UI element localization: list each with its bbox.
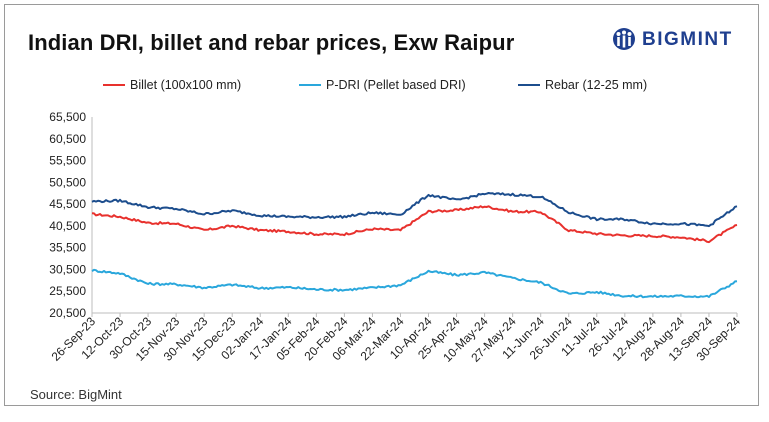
chart-title: Indian DRI, billet and rebar prices, Exw… xyxy=(28,30,515,55)
source-note: Source: BigMint xyxy=(30,387,122,402)
legend-swatch-billet xyxy=(103,84,125,86)
y-tick-label: 35,500 xyxy=(49,241,86,255)
chart-frame xyxy=(4,4,759,406)
legend-swatch-rebar xyxy=(518,84,540,86)
series-line-2 xyxy=(91,192,738,228)
bigmint-logo-icon xyxy=(613,28,635,50)
legend-item-billet: Billet (100x100 mm) xyxy=(103,78,241,92)
legend-label-rebar: Rebar (12-25 mm) xyxy=(545,78,648,92)
legend-swatch-pdri xyxy=(299,84,321,86)
y-tick-label: 45,500 xyxy=(49,197,86,211)
y-tick-label: 65,500 xyxy=(49,110,86,124)
y-tick-label: 25,500 xyxy=(49,284,86,298)
series-line-0 xyxy=(91,205,738,244)
y-tick-label: 50,500 xyxy=(49,175,86,189)
brand-name: BIGMINT xyxy=(642,29,733,50)
chart-legend: Billet (100x100 mm) P-DRI (Pellet based … xyxy=(0,78,769,96)
legend-label-billet: Billet (100x100 mm) xyxy=(130,78,242,92)
brand-logo: BIGMINT xyxy=(612,26,733,54)
y-tick-label: 30,500 xyxy=(49,262,86,276)
y-tick-label: 55,500 xyxy=(49,154,86,168)
legend-item-pdri: P-DRI (Pellet based DRI) xyxy=(299,78,466,92)
y-tick-label: 40,500 xyxy=(49,219,86,233)
y-tick-label: 20,500 xyxy=(49,306,86,320)
series-line-1 xyxy=(91,268,738,299)
y-tick-label: 60,500 xyxy=(49,132,86,146)
legend-item-rebar: Rebar (12-25 mm) xyxy=(518,78,647,92)
legend-label-pdri: P-DRI (Pellet based DRI) xyxy=(326,78,466,92)
